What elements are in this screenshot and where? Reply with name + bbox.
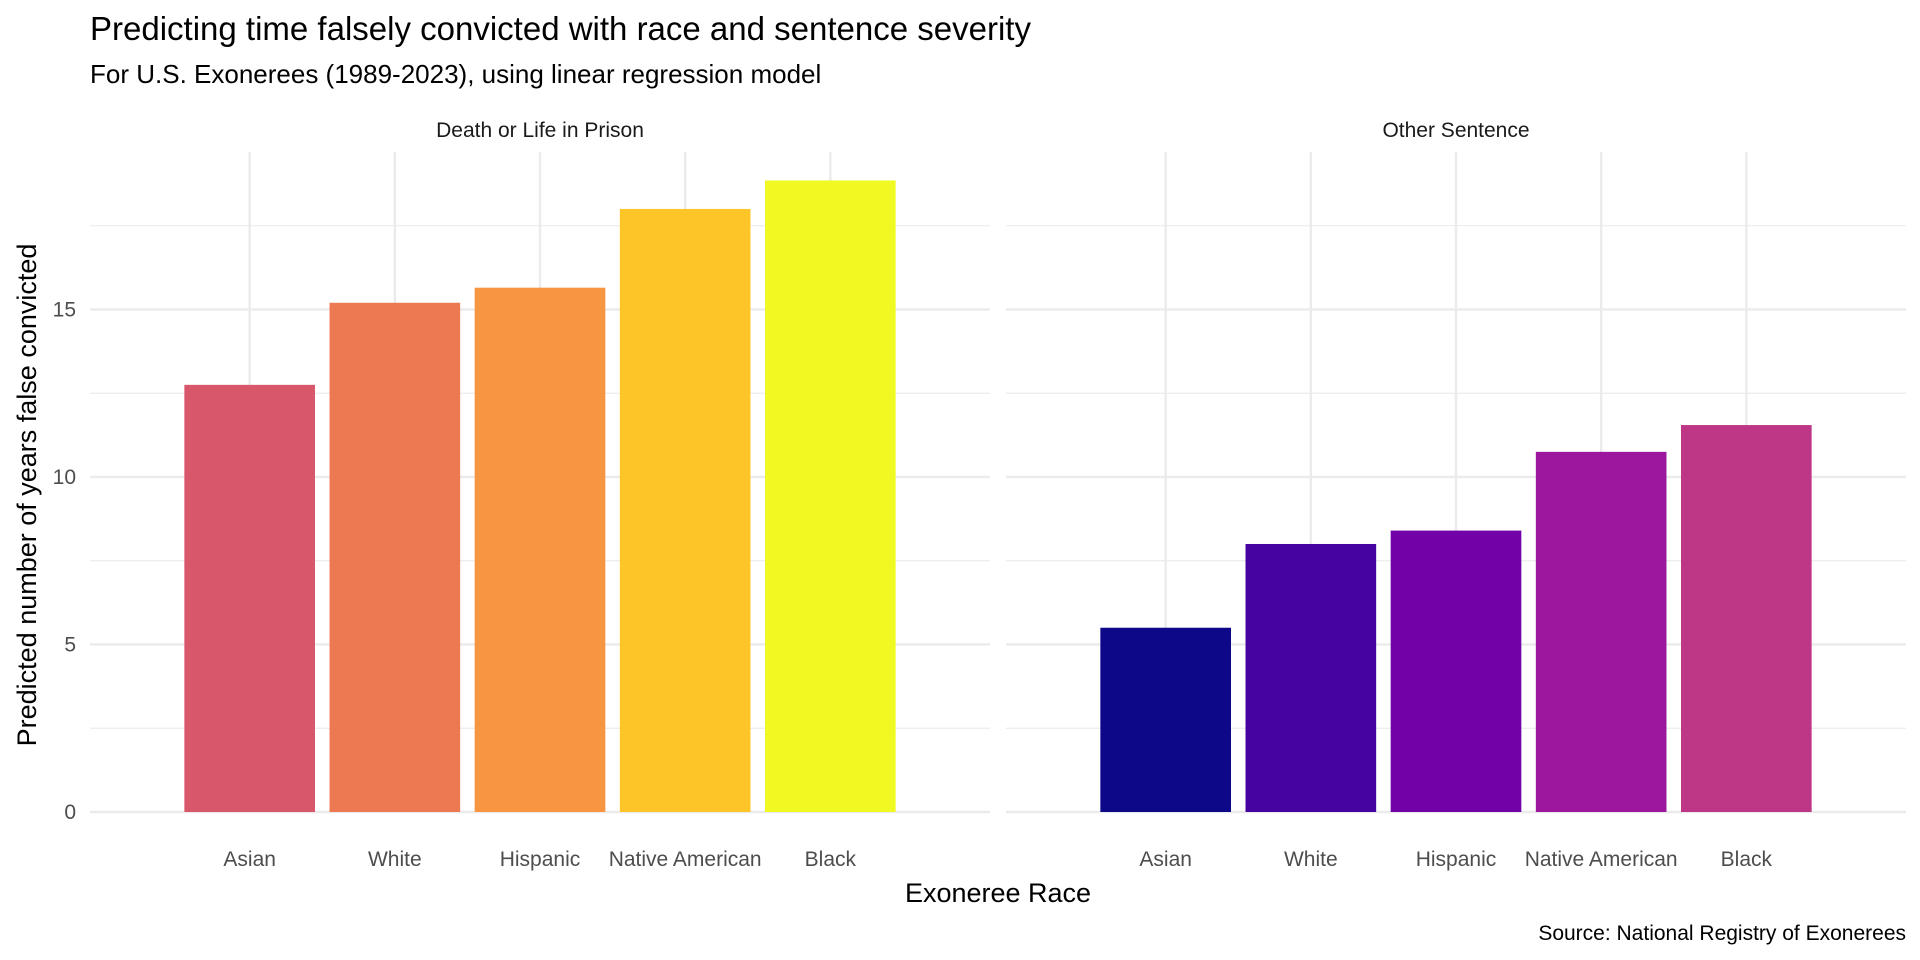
x-tick-label: Native American	[1525, 848, 1678, 871]
bar	[329, 302, 461, 812]
y-tick-label: 5	[64, 633, 76, 656]
y-axis-label: Predicted number of years false convicte…	[12, 244, 42, 747]
y-tick-label: 0	[64, 801, 76, 824]
facet-label: Death or Life in Prison	[436, 119, 644, 142]
bar	[474, 287, 606, 812]
x-tick-label: Native American	[609, 848, 762, 871]
chart-caption: Source: National Registry of Exonerees	[1538, 922, 1906, 945]
bar	[1681, 425, 1812, 812]
x-axis-label: Exoneree Race	[905, 878, 1091, 908]
x-tick-label: Hispanic	[1416, 848, 1497, 871]
y-tick-label: 10	[53, 466, 76, 489]
bar	[619, 208, 751, 812]
y-tick-label: 15	[53, 298, 76, 321]
facet-label: Other Sentence	[1382, 119, 1529, 142]
x-tick-label: Black	[1721, 848, 1773, 871]
x-tick-label: White	[368, 848, 422, 871]
bar	[1390, 530, 1522, 812]
x-tick-label: Asian	[1139, 848, 1192, 871]
bar	[1100, 627, 1231, 812]
bar-layer	[184, 180, 1812, 812]
x-tick-label: White	[1284, 848, 1338, 871]
bar	[1535, 451, 1667, 812]
chart-title: Predicting time falsely convicted with r…	[90, 10, 1031, 47]
bar	[184, 384, 315, 812]
tick-layer: Death or Life in Prison Asian White Hispani…	[53, 119, 1773, 871]
x-tick-label: Asian	[223, 848, 276, 871]
x-tick-label: Black	[805, 848, 857, 871]
chart-subtitle: For U.S. Exonerees (1989-2023), using li…	[90, 59, 821, 89]
bar	[1245, 543, 1377, 812]
bar	[765, 180, 896, 812]
x-tick-label: Hispanic	[500, 848, 581, 871]
